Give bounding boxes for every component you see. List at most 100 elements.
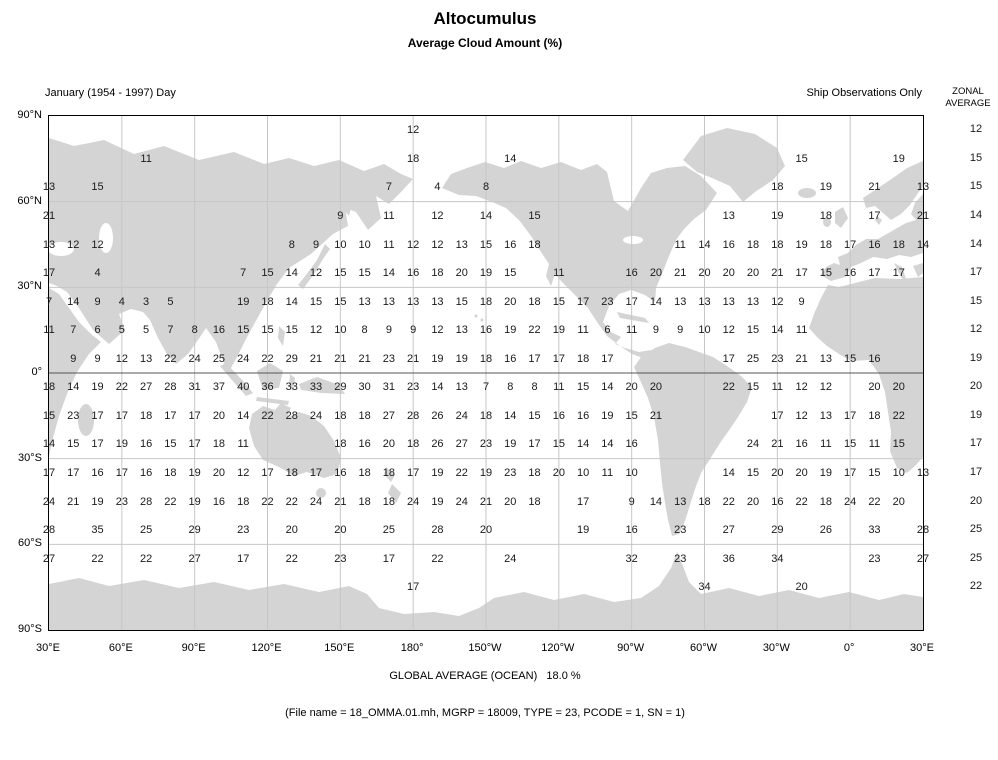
cloud-amount-value: 18 xyxy=(479,409,493,422)
zonal-average-value: 15 xyxy=(969,180,983,193)
cloud-amount-value: 21 xyxy=(334,352,347,365)
cloud-amount-value: 9 xyxy=(385,324,392,337)
cloud-amount-value: 18 xyxy=(358,495,371,508)
y-axis-label: 60°S xyxy=(18,537,42,550)
zonal-header-line1: ZONAL xyxy=(952,86,984,97)
cloud-amount-value: 20 xyxy=(892,381,905,394)
cloud-amount-value: 15 xyxy=(504,267,517,280)
cloud-amount-value: 29 xyxy=(771,524,784,537)
cloud-amount-value: 18 xyxy=(358,409,371,422)
cloud-amount-value: 15 xyxy=(746,381,760,394)
landmass-borneo xyxy=(257,363,283,390)
cloud-amount-value: 18 xyxy=(819,495,832,508)
x-axis-label: 90°E xyxy=(181,642,206,654)
cloud-amount-value: 16 xyxy=(625,524,638,537)
cloud-amount-value: 11 xyxy=(43,324,55,337)
y-axis-label: 30°S xyxy=(18,451,42,464)
cloud-amount-value: 15 xyxy=(67,438,80,451)
cloud-amount-value: 19 xyxy=(431,466,444,479)
cloud-amount-value: 20 xyxy=(382,438,395,451)
cloud-amount-value: 10 xyxy=(892,466,905,479)
cloud-amount-value: 5 xyxy=(118,324,125,337)
cloud-amount-value: 31 xyxy=(188,381,201,394)
cloud-amount-value: 17 xyxy=(771,409,784,422)
cloud-amount-value: 15 xyxy=(746,466,760,479)
cloud-amount-value: 24 xyxy=(407,495,420,508)
cloud-amount-value: 25 xyxy=(382,524,395,537)
world-map xyxy=(49,116,923,630)
cloud-amount-value: 18 xyxy=(576,352,590,365)
cloud-amount-value: 19 xyxy=(237,295,250,308)
cloud-amount-value: 14 xyxy=(771,324,784,337)
cloud-amount-value: 10 xyxy=(358,238,371,251)
cloud-amount-value: 27 xyxy=(188,552,201,565)
cloud-amount-value: 7 xyxy=(482,381,490,394)
cloud-amount-value: 14 xyxy=(237,409,250,422)
x-axis-label: 150°E xyxy=(324,642,355,654)
cloud-amount-value: 15 xyxy=(528,409,541,422)
cloud-amount-value: 23 xyxy=(237,524,250,537)
cloud-amount-value: 11 xyxy=(601,466,614,479)
cloud-amount-value: 28 xyxy=(431,524,444,537)
cloud-amount-value: 20 xyxy=(746,495,760,508)
x-axis-label: 60°E xyxy=(108,642,133,654)
cloud-amount-value: 14 xyxy=(649,295,663,308)
cloud-amount-value: 14 xyxy=(67,381,80,394)
cloud-amount-value: 19 xyxy=(188,466,201,479)
cloud-amount-value: 5 xyxy=(143,324,150,337)
great-lakes xyxy=(623,236,643,244)
landmass-iceland xyxy=(798,188,816,198)
cloud-amount-value: 18 xyxy=(819,238,832,251)
cloud-amount-value: 19 xyxy=(479,267,493,280)
landmass-europe xyxy=(821,218,923,281)
cloud-amount-value: 15 xyxy=(819,267,832,280)
cloud-amount-value: 17 xyxy=(844,238,857,251)
landmass-new-zealand-south xyxy=(388,484,401,503)
cloud-amount-value: 13 xyxy=(42,181,56,194)
zonal-average-value: 12 xyxy=(969,323,983,336)
cloud-amount-value: 31 xyxy=(382,381,395,394)
cloud-amount-value: 15 xyxy=(552,438,565,451)
map-plot: 12 11 18 14 15 19 13 15 7 4 8 18 19 21 13 21 9 11 12 14 15 13… xyxy=(43,115,929,631)
landmass-madagascar xyxy=(78,404,94,436)
cloud-amount-value: 14 xyxy=(431,381,444,394)
cloud-amount-value: 17 xyxy=(844,466,857,479)
cloud-amount-value: 12 xyxy=(407,238,420,251)
cloud-amount-value: 15 xyxy=(844,352,857,365)
cloud-amount-value: 36 xyxy=(722,552,735,565)
cloud-amount-value: 28 xyxy=(139,495,153,508)
cloud-amount-value: 12 xyxy=(722,324,735,337)
cloud-amount-value: 13 xyxy=(455,381,468,394)
cloud-amount-value: 4 xyxy=(118,295,125,308)
cloud-amount-value: 14 xyxy=(42,438,56,451)
cloud-amount-value: 15 xyxy=(334,295,347,308)
cloud-amount-value: 17 xyxy=(844,409,857,422)
cloud-amount-value: 23 xyxy=(407,381,420,394)
cloud-amount-value: 18 xyxy=(698,495,711,508)
cloud-amount-value: 18 xyxy=(771,181,784,194)
y-axis-label: 0° xyxy=(31,366,42,378)
zonal-average-value: 19 xyxy=(969,408,983,421)
cloud-amount-value: 21 xyxy=(358,352,371,365)
cloud-amount-value: 15 xyxy=(552,295,565,308)
cloud-amount-value: 27 xyxy=(382,409,395,422)
zonal-average-value: 14 xyxy=(969,208,983,221)
cloud-amount-value: 17 xyxy=(407,581,420,594)
cloud-amount-value: 16 xyxy=(771,495,784,508)
cloud-amount-value: 20 xyxy=(722,267,735,280)
cloud-amount-value: 10 xyxy=(625,466,638,479)
cloud-amount-value: 17 xyxy=(188,409,201,422)
cloud-amount-value: 18 xyxy=(334,438,347,451)
period-label: January (1954 - 1997) Day xyxy=(45,87,176,99)
cloud-amount-value: 29 xyxy=(188,524,201,537)
cloud-amount-value: 37 xyxy=(212,381,226,394)
cloud-amount-value: 20 xyxy=(771,466,784,479)
cloud-amount-value: 8 xyxy=(191,324,198,337)
cloud-amount-value: 17 xyxy=(576,295,590,308)
cloud-amount-value: 19 xyxy=(431,495,444,508)
cloud-amount-value: 13 xyxy=(819,352,832,365)
cloud-amount-value: 25 xyxy=(139,524,153,537)
cloud-amount-value: 14 xyxy=(67,295,80,308)
cloud-amount-value: 19 xyxy=(771,209,784,222)
cloud-amount-value: 23 xyxy=(479,438,493,451)
